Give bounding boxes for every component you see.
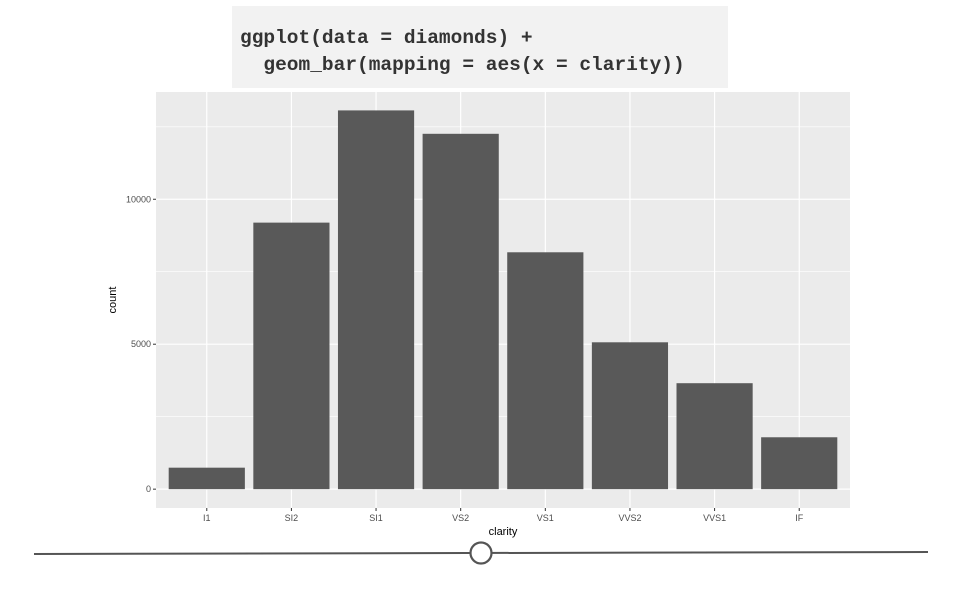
x-tick-label: I1 bbox=[203, 513, 211, 523]
x-tick-label: SI1 bbox=[369, 513, 383, 523]
bar-vvs1 bbox=[676, 383, 753, 490]
y-tick-label: 0 bbox=[146, 484, 151, 494]
x-tick-label: VS2 bbox=[452, 513, 469, 523]
bar-vvs2 bbox=[591, 342, 669, 490]
bar-si2 bbox=[253, 222, 330, 490]
y-tick-label: 5000 bbox=[131, 339, 151, 349]
x-tick-label: SI2 bbox=[285, 513, 299, 523]
code-line-1: ggplot(data = diamonds) + bbox=[240, 27, 533, 49]
x-tick-label: VVS1 bbox=[703, 513, 726, 523]
x-tick-label: VVS2 bbox=[618, 513, 641, 523]
y-tick-label: 10000 bbox=[126, 194, 151, 204]
bar-vs1 bbox=[507, 252, 584, 490]
chart-svg: 0 5000 10000 I1 SI2 SI1 VS2 VS1 VVS2 VVS1 IF clarit… bbox=[107, 92, 850, 538]
bar-chart: 0 5000 10000 I1 SI2 SI1 VS2 VS1 VVS2 VVS1 IF clarit… bbox=[104, 92, 856, 540]
slider-handle[interactable] bbox=[469, 541, 493, 565]
code-snippet: ggplot(data = diamonds) + geom_bar(mappi… bbox=[232, 6, 728, 88]
bar-i1 bbox=[168, 467, 245, 490]
y-axis-title: count bbox=[107, 287, 119, 314]
bar-if bbox=[761, 437, 838, 490]
bar-vs2 bbox=[422, 133, 499, 490]
timeline-slider[interactable] bbox=[0, 530, 960, 580]
x-tick-label: IF bbox=[795, 513, 804, 523]
x-tick-label: VS1 bbox=[537, 513, 554, 523]
x-axis-title: clarity bbox=[489, 526, 518, 538]
bar-si1 bbox=[337, 110, 415, 490]
code-line-2: geom_bar(mapping = aes(x = clarity)) bbox=[240, 54, 685, 76]
